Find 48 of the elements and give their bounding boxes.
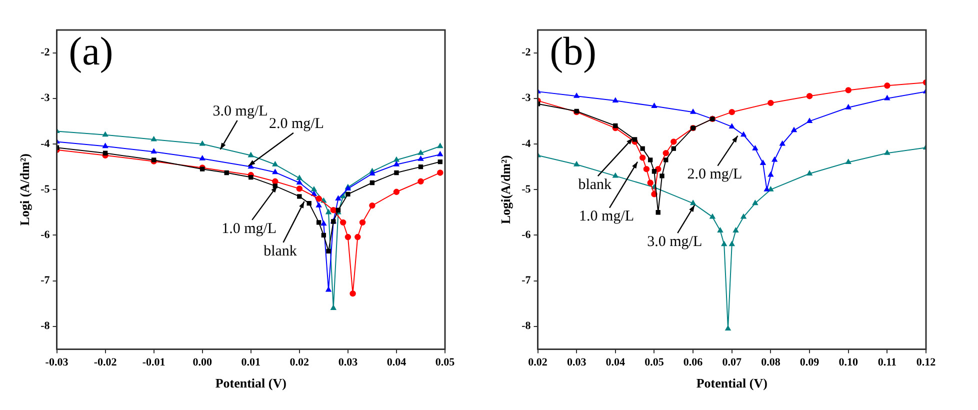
x-tick-label: 0.11 <box>878 356 897 369</box>
y-tick-label: -3 <box>40 92 50 104</box>
annotation: (b) <box>550 28 596 74</box>
y-tick-label: -8 <box>40 320 50 332</box>
y-tick-label: -6 <box>522 229 532 242</box>
annotation: blank <box>264 243 298 260</box>
annotation: (a) <box>68 28 114 74</box>
y-tick-label: -2 <box>522 46 532 59</box>
x-tick-label: 0.03 <box>338 356 358 369</box>
y-tick-label: -3 <box>522 92 532 104</box>
x-tick-label: 0.02 <box>528 356 548 369</box>
x-tick-label: 0.09 <box>800 356 820 369</box>
y-tick-label: -6 <box>40 229 50 242</box>
annotation: 1.0 mg/L <box>579 208 634 225</box>
y-tick-label: -5 <box>522 183 532 196</box>
y-tick-label: -7 <box>522 274 532 287</box>
x-axis-title: Potential (V) <box>215 376 286 391</box>
x-tick-label: -0.03 <box>45 356 69 369</box>
x-tick-label: 0.08 <box>761 356 781 369</box>
x-tick-label: 0.05 <box>435 356 456 369</box>
y-tick-label: -4 <box>40 138 50 150</box>
annotation: 3.0 mg/L <box>647 234 702 250</box>
annotation: 2.0 mg/L <box>268 116 324 132</box>
x-tick-label: 0.04 <box>386 356 407 369</box>
y-tick-label: -5 <box>40 183 50 196</box>
y-axis-title: Logi(A/dm²) <box>498 155 514 224</box>
y-tick-label: -8 <box>522 320 532 332</box>
x-tick-label: -0.01 <box>142 356 166 369</box>
x-tick-label: 0.02 <box>290 356 310 369</box>
x-tick-label: 0.00 <box>192 356 212 369</box>
annotation: 1.0 mg/L <box>222 220 277 237</box>
y-tick-label: -2 <box>40 46 50 59</box>
x-tick-label: 0.01 <box>241 356 261 369</box>
x-tick-label: 0.07 <box>722 356 742 369</box>
annotation: 2.0 mg/L <box>687 166 742 183</box>
x-tick-label: 0.03 <box>566 356 587 369</box>
y-tick-label: -7 <box>40 274 50 287</box>
y-tick-label: -4 <box>522 138 532 150</box>
annotation: 3.0 mg/L <box>212 103 268 120</box>
x-tick-label: 0.06 <box>683 356 704 369</box>
x-tick-label: 0.12 <box>916 356 936 369</box>
annotation: blank <box>578 177 612 194</box>
x-tick-label: -0.02 <box>94 356 118 369</box>
x-tick-label: 0.05 <box>644 356 664 369</box>
x-axis-title: Potential (V) <box>696 376 768 391</box>
y-axis-title: Logi (A/dm²) <box>17 154 32 226</box>
x-tick-label: 0.10 <box>838 356 858 369</box>
x-tick-label: 0.04 <box>606 356 626 369</box>
